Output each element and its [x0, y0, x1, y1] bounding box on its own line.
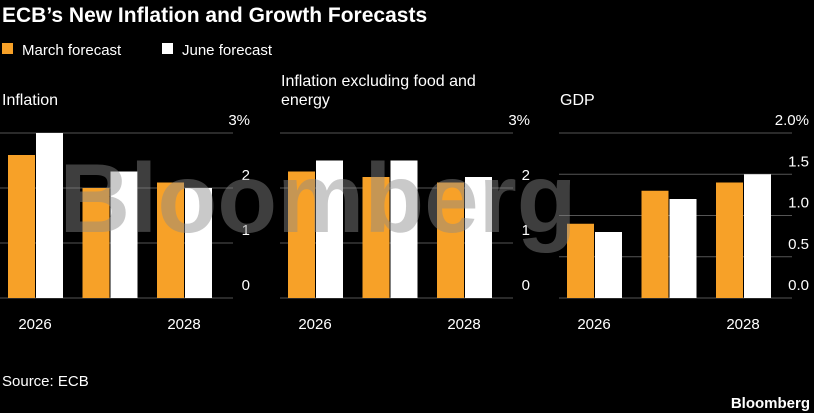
bar: [36, 133, 63, 298]
bar: [744, 174, 771, 298]
x-tick-label: 2026: [298, 316, 331, 333]
x-tick-label: 2026: [577, 316, 610, 333]
x-tick-label: 2026: [18, 316, 51, 333]
y-tick-label: 2: [522, 167, 530, 184]
bar: [362, 177, 390, 298]
y-tick-label: 1.5: [788, 153, 809, 170]
panel-title: Inflation excluding food and energy: [281, 73, 476, 109]
bar: [110, 171, 138, 298]
x-tick-label: 2028: [167, 316, 200, 333]
bar: [567, 223, 594, 298]
bar: [390, 160, 418, 298]
y-tick-label: 0: [522, 277, 530, 294]
chart-title: ECB’s New Inflation and Growth Forecasts: [2, 4, 427, 27]
x-tick-label: 2028: [726, 316, 759, 333]
y-tick-label: 3%: [508, 112, 530, 129]
y-tick-label: 3%: [228, 112, 250, 129]
bar: [437, 182, 464, 298]
bar: [669, 199, 697, 298]
bar: [595, 232, 622, 298]
bar: [288, 171, 315, 298]
y-tick-label: 2: [242, 167, 250, 184]
footer: Bloomberg: [731, 395, 810, 412]
y-tick-label: 0.0: [788, 277, 809, 294]
legend-label: March forecast: [22, 42, 122, 59]
panel-title: Inflation: [2, 92, 59, 109]
bar: [8, 155, 35, 298]
x-tick-label: 2028: [447, 316, 480, 333]
bar: [465, 177, 492, 298]
watermark: Bloomberg: [59, 143, 576, 253]
y-tick-label: 1.0: [788, 195, 809, 212]
y-tick-label: 1: [242, 222, 250, 239]
legend-swatch: [2, 43, 13, 54]
y-tick-label: 0: [242, 277, 250, 294]
y-tick-label: 2.0%: [775, 112, 809, 129]
y-tick-label: 1: [522, 222, 530, 239]
y-tick-label: 0.5: [788, 236, 809, 253]
bar: [641, 190, 669, 298]
bar: [157, 182, 184, 298]
legend-label: June forecast: [182, 42, 273, 59]
bar: [185, 188, 212, 298]
bar: [716, 182, 743, 298]
bar: [316, 160, 343, 298]
bar: [82, 188, 110, 298]
panel-title: GDP: [560, 92, 595, 109]
legend-swatch: [162, 43, 173, 54]
source: Source: ECB: [2, 373, 89, 390]
